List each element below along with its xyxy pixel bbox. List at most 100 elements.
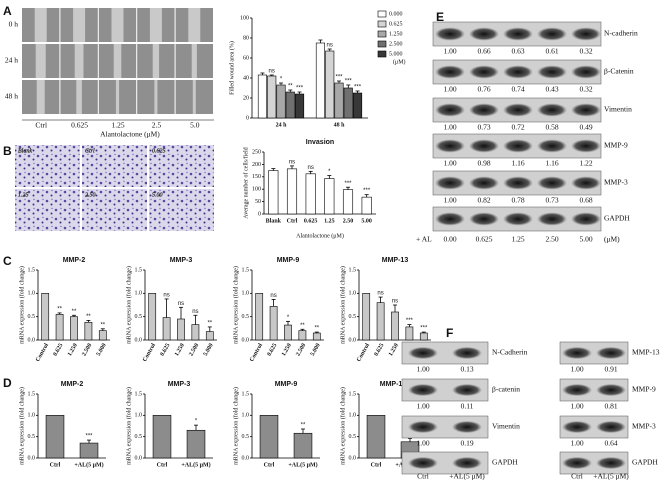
y-tick-label: 1.0 bbox=[28, 291, 36, 297]
treatment-label: + AL bbox=[416, 235, 432, 244]
bar bbox=[259, 415, 279, 459]
x-tick-label: 2.50 bbox=[343, 218, 354, 224]
legend-label: 0.625 bbox=[389, 21, 403, 27]
y-tick-label: 0 bbox=[246, 115, 249, 121]
blot-band bbox=[562, 456, 592, 470]
blot-label: MMP-9 bbox=[604, 141, 628, 150]
significance: ** bbox=[207, 321, 212, 327]
wound-gap bbox=[74, 44, 84, 78]
significance: ns bbox=[163, 293, 169, 299]
bar bbox=[257, 74, 267, 119]
legend-swatch bbox=[377, 10, 387, 18]
blot-band bbox=[503, 176, 533, 190]
y-axis-title: Filled wound area (%) bbox=[228, 41, 235, 95]
blot-band bbox=[469, 27, 499, 41]
panel-label: B bbox=[3, 144, 12, 158]
blot-band bbox=[571, 176, 601, 190]
blot-band bbox=[571, 27, 601, 41]
wound-gap bbox=[73, 8, 86, 42]
bar bbox=[376, 302, 385, 341]
blot-label: β-catenin bbox=[492, 385, 520, 394]
y-tick-label: 0.5 bbox=[242, 434, 250, 440]
bar bbox=[312, 332, 321, 341]
blot-label: Vimentin bbox=[492, 422, 520, 431]
lane-label: Ctrl bbox=[571, 472, 583, 481]
x-tick-label: 5.000 bbox=[203, 343, 215, 358]
y-axis-title: mRNA expression (fold change) bbox=[125, 266, 132, 344]
density-value: 0.49 bbox=[579, 123, 592, 132]
bar bbox=[325, 50, 335, 119]
bar bbox=[298, 330, 307, 341]
significance: ** bbox=[86, 314, 91, 320]
x-tick-label: 2.500 bbox=[81, 343, 93, 358]
significance: ** bbox=[57, 307, 62, 313]
blot-band bbox=[503, 65, 533, 79]
significance: ns bbox=[269, 69, 275, 75]
significance: * bbox=[195, 419, 198, 425]
density-value: 0.43 bbox=[545, 85, 558, 94]
y-axis-title: mRNA expression (fold change) bbox=[339, 387, 346, 465]
bar bbox=[98, 330, 107, 341]
blot-band bbox=[503, 103, 533, 117]
density-value: 0.66 bbox=[477, 47, 490, 56]
legend-label: 5.000 bbox=[389, 51, 403, 57]
blot-band bbox=[452, 346, 482, 360]
blot-band bbox=[537, 139, 567, 153]
density-value: 1.00 bbox=[443, 196, 456, 205]
blot-band bbox=[537, 212, 567, 226]
x-tick-label: 2.500 bbox=[295, 343, 307, 358]
invasion-image bbox=[15, 189, 80, 231]
significance: ns bbox=[192, 309, 198, 315]
blot-band bbox=[408, 420, 438, 434]
chart-title: MMP-2 bbox=[61, 381, 84, 388]
bar bbox=[45, 415, 65, 459]
density-value: 1.00 bbox=[416, 402, 429, 411]
wound-gap bbox=[36, 80, 45, 114]
bar bbox=[362, 293, 371, 341]
blot-band bbox=[435, 212, 465, 226]
y-tick-label: 0.5 bbox=[28, 314, 36, 320]
x-tick-label: 5.000 bbox=[310, 343, 322, 358]
bar bbox=[284, 324, 292, 341]
significance: ns bbox=[289, 159, 295, 165]
y-tick-label: 0.5 bbox=[135, 314, 143, 320]
x-tick-label: Ctrl bbox=[287, 218, 298, 224]
y-tick-label: 1.0 bbox=[135, 413, 143, 419]
panel-label: E bbox=[436, 10, 444, 24]
y-tick-label: 100 bbox=[240, 15, 249, 21]
significance: ns bbox=[377, 291, 383, 297]
y-tick-label: 1.5 bbox=[28, 391, 36, 397]
y-tick-label: 80 bbox=[243, 35, 249, 41]
bar bbox=[419, 332, 428, 341]
y-tick-label: 0.0 bbox=[135, 455, 143, 461]
legend-label: 0.000 bbox=[389, 11, 403, 17]
x-tick-label: 0.625 bbox=[160, 343, 172, 358]
legend-swatch bbox=[377, 40, 387, 48]
image-label: 0.625 bbox=[152, 148, 166, 154]
y-tick-label: 0.0 bbox=[349, 455, 357, 461]
invasion-image bbox=[82, 145, 147, 187]
bar bbox=[255, 293, 264, 341]
y-tick-label: 0.5 bbox=[349, 434, 357, 440]
y-tick-label: 1.0 bbox=[242, 291, 250, 297]
chart-title: MMP-2 bbox=[63, 257, 86, 264]
density-value: 1.00 bbox=[443, 85, 456, 94]
blot-label: N-cadherin bbox=[604, 29, 638, 38]
blot-band bbox=[537, 65, 567, 79]
wound-gap bbox=[191, 44, 197, 78]
blot-label: MMP-3 bbox=[632, 422, 656, 431]
significance: ** bbox=[288, 84, 293, 90]
density-value: 1.00 bbox=[416, 439, 429, 448]
chart-title: MMP-3 bbox=[170, 257, 193, 264]
x-tick-label: Control bbox=[356, 342, 371, 363]
density-value: 0.11 bbox=[461, 402, 474, 411]
blot-band bbox=[596, 346, 626, 360]
blot-band bbox=[537, 176, 567, 190]
bar bbox=[162, 317, 171, 341]
x-tick-label: +AL(5 μM) bbox=[74, 461, 103, 468]
chart-title: MMP-9 bbox=[277, 257, 300, 264]
wound-gap bbox=[34, 8, 47, 42]
blot-label: MMP-13 bbox=[632, 348, 660, 357]
